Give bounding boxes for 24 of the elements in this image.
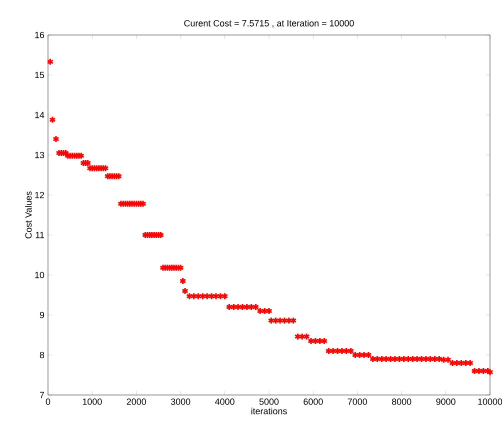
x-tick-label: 4000 xyxy=(215,398,234,405)
chart-title: Curent Cost = 7.5715 , at Iteration = 10000 xyxy=(184,20,354,28)
x-tick-label: 10000 xyxy=(478,398,502,405)
x-axis-title: iterations xyxy=(251,408,287,414)
y-tick-label: 16 xyxy=(35,32,44,38)
y-tick-label: 8 xyxy=(40,352,44,358)
x-tick-label: 2000 xyxy=(126,398,146,405)
x-tick-label: 0 xyxy=(46,398,50,405)
y-tick-label: 12 xyxy=(35,192,44,198)
x-tick-label: 8000 xyxy=(392,398,412,405)
x-tick-label: 5000 xyxy=(259,398,279,405)
x-tick-label: 3000 xyxy=(170,398,190,405)
x-tick-label: 7000 xyxy=(348,398,368,405)
y-tick-label: 9 xyxy=(40,312,44,318)
y-tick-label: 13 xyxy=(35,152,44,158)
y-tick-label: 10 xyxy=(35,272,44,278)
y-tick-label: 7 xyxy=(40,392,44,398)
x-tick-label: 1000 xyxy=(82,398,102,405)
y-tick-label: 15 xyxy=(35,72,44,78)
x-tick-label: 6000 xyxy=(304,398,323,405)
y-tick-label: 11 xyxy=(36,232,44,238)
y-axis-title: Cost Values xyxy=(25,191,32,238)
x-tick-label: 9000 xyxy=(436,398,456,405)
y-tick-label: 14 xyxy=(35,112,44,118)
